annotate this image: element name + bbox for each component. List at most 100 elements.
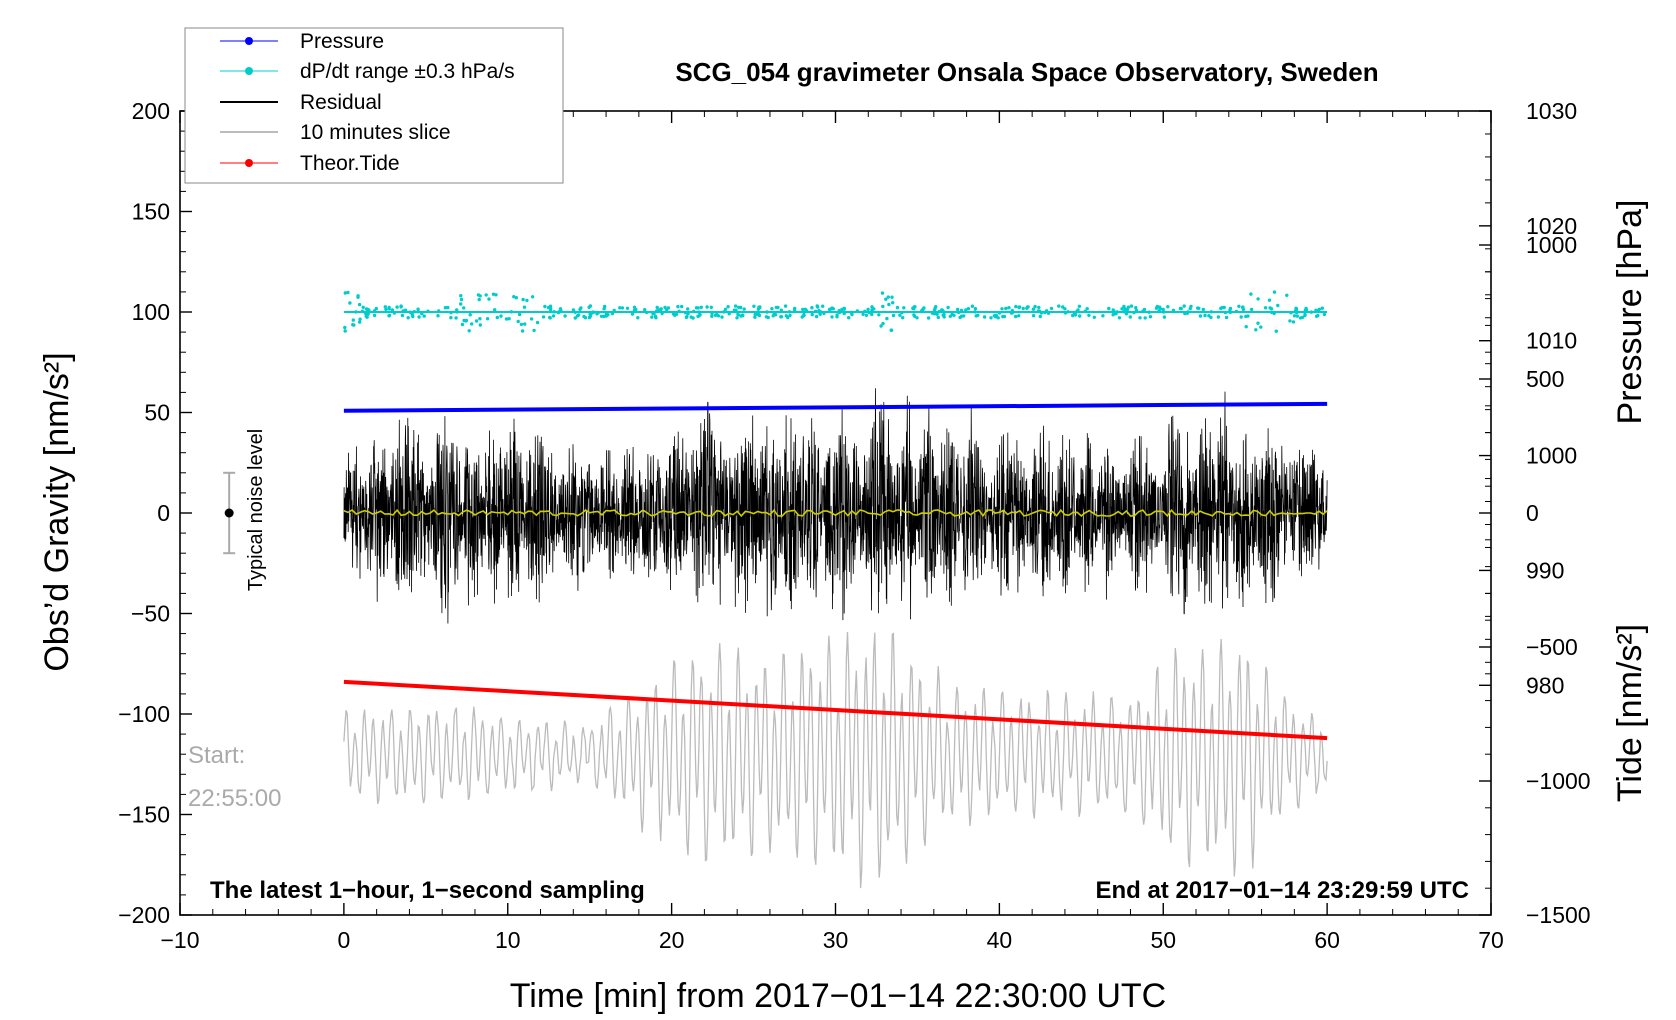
pressure-tick-label: 1020 (1526, 213, 1577, 239)
dpdt-point (1111, 313, 1115, 317)
dpdt-point (926, 316, 931, 320)
dpdt-point (1209, 310, 1214, 314)
dpdt-point (1222, 305, 1226, 310)
dpdt-point (1134, 306, 1138, 310)
dpdt-point (1237, 304, 1241, 308)
dpdt-point (974, 314, 978, 318)
dpdt-point (383, 305, 387, 309)
y-tick-label: 0 (157, 500, 170, 526)
dpdt-point (982, 315, 987, 319)
legend-label-tide: Theor.Tide (300, 152, 400, 175)
dpdt-point (1107, 306, 1111, 311)
y-tick-label: 200 (132, 98, 170, 124)
dpdt-point (603, 304, 607, 309)
dpdt-point (364, 314, 368, 318)
dpdt-point (354, 310, 358, 314)
plot-frame (179, 110, 1492, 916)
data-series (343, 290, 1328, 889)
dpdt-point (1309, 310, 1314, 314)
dpdt-point (460, 322, 465, 327)
start-time: 22:55:00 (188, 785, 281, 812)
tide-tick-label: −500 (1526, 634, 1578, 660)
dpdt-point (813, 309, 818, 313)
dpdt-point (343, 325, 347, 330)
dpdt-point (898, 313, 902, 317)
dpdt-point (1272, 311, 1276, 316)
y-tick-label: −100 (118, 701, 170, 727)
dpdt-point (783, 304, 788, 308)
legend-label-dpdt: dP/dt range ±0.3 hPa/s (300, 60, 515, 83)
dpdt-point (774, 305, 779, 310)
dpdt-point (1161, 307, 1165, 312)
dpdt-point (1256, 321, 1260, 325)
dpdt-point (830, 315, 834, 319)
dpdt-point (879, 324, 883, 328)
legend: Pressure dP/dt range ±0.3 hPa/s Residual… (184, 27, 564, 184)
dpdt-point (692, 309, 696, 314)
dpdt-point (660, 311, 664, 316)
dpdt-point (1162, 315, 1167, 319)
dpdt-points (343, 290, 1327, 333)
dpdt-point (962, 314, 966, 318)
dpdt-point (726, 305, 730, 309)
dpdt-point (361, 305, 365, 309)
dpdt-point (1114, 312, 1118, 316)
dpdt-point (1085, 307, 1089, 311)
x-tick-label: 50 (1150, 927, 1176, 953)
dpdt-point (1154, 306, 1159, 310)
dpdt-point (467, 329, 471, 333)
dpdt-point (842, 307, 846, 311)
dpdt-point (1017, 314, 1021, 318)
dpdt-point (1178, 306, 1183, 311)
dpdt-point (814, 314, 819, 319)
dpdt-point (399, 305, 403, 309)
dpdt-point (1078, 314, 1082, 318)
legend-marker-tide (245, 159, 253, 167)
dpdt-point (801, 307, 805, 312)
dpdt-point (1197, 306, 1201, 310)
dpdt-point (1037, 309, 1042, 313)
dpdt-point (952, 313, 956, 318)
dpdt-point (1037, 305, 1041, 310)
tide-tick-label: −1000 (1526, 768, 1591, 794)
dpdt-point (1061, 305, 1065, 309)
dpdt-point (684, 315, 689, 320)
dpdt-point (1289, 311, 1293, 315)
dpdt-point (1254, 328, 1258, 332)
x-tick-label: 30 (823, 927, 849, 953)
dpdt-point (416, 307, 420, 311)
dpdt-point (861, 312, 865, 316)
dpdt-point (1158, 307, 1162, 311)
dpdt-point (881, 321, 885, 326)
dpdt-point (935, 312, 939, 316)
dpdt-point (817, 309, 821, 313)
dpdt-point (937, 309, 941, 314)
tide-tick-label: −1500 (1526, 902, 1591, 928)
dpdt-point (610, 311, 615, 316)
dpdt-point (462, 306, 466, 310)
dpdt-point (392, 311, 396, 315)
dpdt-point (589, 312, 593, 316)
dpdt-point (403, 308, 408, 312)
x-tick-label: 40 (987, 927, 1013, 953)
dpdt-point (770, 307, 774, 311)
dpdt-point (1134, 308, 1139, 313)
dpdt-point (1259, 325, 1263, 329)
dpdt-point (507, 317, 511, 321)
dpdt-point (499, 314, 503, 318)
dpdt-point (880, 291, 885, 295)
dpdt-point (436, 314, 440, 318)
dpdt-point (1186, 310, 1190, 314)
dpdt-point (900, 310, 904, 315)
slice-series-line (343, 631, 1328, 889)
dpdt-point (948, 314, 952, 318)
dpdt-point (1322, 312, 1327, 317)
dpdt-point (1063, 311, 1068, 315)
dpdt-point (966, 307, 971, 311)
dpdt-point (710, 311, 714, 316)
dpdt-point (901, 316, 905, 320)
dpdt-point (1125, 308, 1130, 312)
dpdt-point (470, 322, 474, 326)
dpdt-point (1303, 308, 1308, 313)
dpdt-point (921, 307, 925, 311)
